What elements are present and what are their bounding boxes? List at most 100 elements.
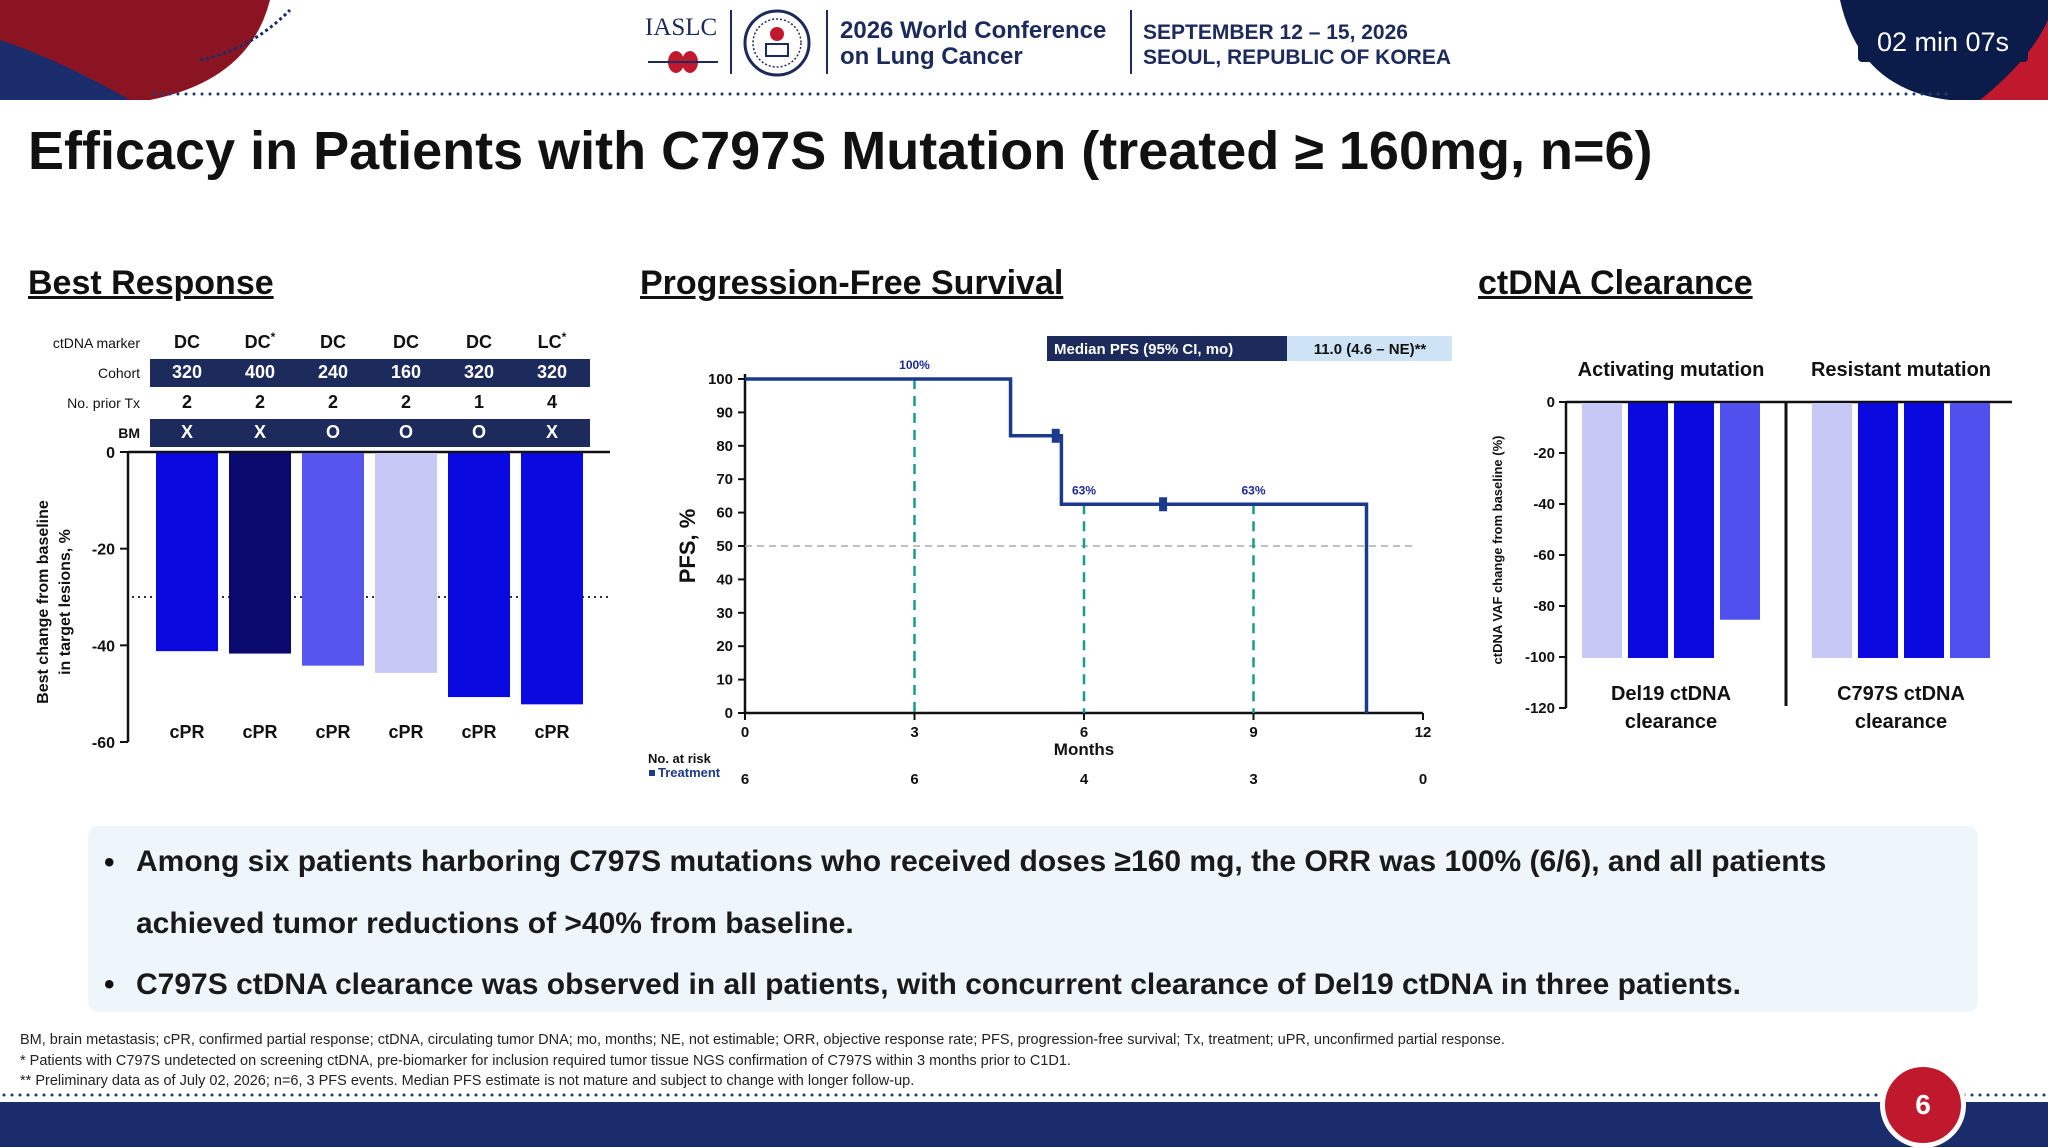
group-label-line2: clearance: [1855, 711, 1947, 733]
header-divider: [1130, 10, 1132, 74]
x-axis-label: Months: [1054, 740, 1114, 759]
table-cell: LC*: [538, 330, 567, 352]
y-tick-label: 30: [716, 605, 733, 622]
table-cell: 1: [474, 392, 484, 412]
table-cell: X: [181, 422, 193, 442]
table-row-label: Cohort: [98, 365, 140, 381]
y-tick-label: 80: [716, 438, 733, 455]
group-header: Resistant mutation: [1811, 359, 1991, 381]
countdown-timer: 02 min 07s: [1858, 22, 2028, 62]
at-risk-count: 6: [741, 771, 749, 788]
response-label: cPR: [315, 722, 350, 742]
landmark-label: 63%: [1072, 483, 1096, 497]
response-bar: [229, 453, 291, 654]
at-risk-count: 0: [1419, 771, 1427, 788]
table-row-band: [150, 419, 590, 447]
summary-bullet-1-line1: Among six patients harboring C797S mutat…: [136, 845, 1827, 878]
y-tick-label: -20: [92, 542, 115, 559]
table-row-label: BM: [118, 425, 140, 441]
at-risk-legend-swatch: [649, 770, 655, 776]
y-tick-label: 0: [106, 445, 115, 462]
x-tick-label: 0: [741, 724, 749, 741]
group-label-line1: Del19 ctDNA: [1611, 683, 1731, 705]
header-bar: [0, 0, 2048, 100]
table-cell: O: [399, 422, 413, 442]
ctdna-chart: 0 -20 -40 -60 -80 -100 -120 ctDNA VAF change fr…: [1490, 359, 2012, 733]
table-cell: X: [254, 422, 266, 442]
y-axis-label: PFS, %: [675, 509, 700, 584]
y-axis-label: Best change from baseline in target lesio…: [35, 500, 74, 704]
y-tick-label: 0: [725, 705, 733, 722]
table-cell: 2: [328, 392, 338, 412]
best-response-chart: ctDNA marker DC DC* DC DC DC LC*Cohort 320 400 24…: [35, 330, 610, 752]
y-tick-label: -60: [92, 735, 115, 752]
y-tick-label: 40: [716, 571, 733, 588]
landmark-label: 100%: [899, 358, 930, 372]
median-label: Median PFS (95% CI, mo): [1054, 341, 1233, 358]
iaslc-logo-text: IASLC: [645, 14, 718, 41]
x-tick-label: 12: [1415, 724, 1432, 741]
landmark-label: 63%: [1241, 483, 1265, 497]
response-bar: [448, 453, 510, 698]
table-cell: 4: [547, 392, 557, 412]
table-cell: 320: [464, 362, 494, 382]
bullet-marker: •: [104, 968, 115, 1001]
y-tick-label: 90: [716, 404, 733, 421]
table-cell: DC: [320, 332, 346, 352]
y-tick-label: 60: [716, 505, 733, 522]
footnote-marker: *: [562, 330, 567, 344]
footnote-double-asterisk: ** Preliminary data as of July 02, 2026;…: [20, 1073, 915, 1089]
x-tick-label: 9: [1249, 724, 1257, 741]
conference-location: SEOUL, REPUBLIC OF KOREA: [1143, 46, 1452, 69]
footnote-abbreviations: BM, brain metastasis; cPR, confirmed par…: [20, 1032, 1505, 1048]
x-tick-label: 3: [910, 724, 918, 741]
response-bar: [375, 453, 437, 673]
summary-bullet-2: C797S ctDNA clearance was observed in al…: [136, 968, 1741, 1001]
clearance-bar: [1858, 403, 1898, 658]
response-bar: [521, 453, 583, 705]
bullet-marker: •: [104, 846, 115, 879]
table-row-band: [150, 359, 590, 387]
decorative-corner-left: [0, 0, 292, 100]
response-bar: [156, 453, 218, 652]
table-cell: O: [326, 422, 340, 442]
table-cell: 400: [245, 362, 275, 382]
table-cell: 160: [391, 362, 421, 382]
censor-mark: [1051, 428, 1060, 443]
median-label-box: [1047, 336, 1287, 361]
footnote-marker: *: [271, 330, 276, 344]
y-tick-label: -20: [1533, 445, 1555, 462]
ctdna-title: ctDNA Clearance: [1478, 264, 1753, 302]
y-tick-label: -100: [1525, 649, 1555, 666]
y-axis-label-line: in target lesions, %: [57, 529, 74, 675]
dotted-divider-top: [150, 92, 1950, 96]
clearance-bar: [1628, 403, 1668, 658]
best-response-title: Best Response: [28, 264, 274, 302]
clearance-bar: [1582, 403, 1622, 658]
y-tick-label: 0: [1547, 394, 1555, 411]
y-tick-label: 10: [716, 672, 733, 689]
table-cell: O: [472, 422, 486, 442]
y-tick-label: -60: [1533, 547, 1555, 564]
table-cell: DC: [466, 332, 492, 352]
summary-bullet-1: Among six patients harboring C797S mutat…: [136, 842, 1966, 944]
conference-date: SEPTEMBER 12 – 15, 2026 SEOUL, REPUBLIC …: [1143, 20, 1463, 70]
at-risk-series-label: Treatment: [658, 765, 721, 780]
group-label-line1: C797S ctDNA: [1837, 683, 1965, 705]
response-bar: [302, 453, 364, 666]
median-value-box: [1287, 336, 1452, 361]
y-tick-label: -40: [92, 638, 115, 655]
response-label: cPR: [169, 722, 204, 742]
table-cell: 2: [255, 392, 265, 412]
clearance-bar: [1950, 403, 1990, 658]
pfs-chart: Median PFS (95% CI, mo) 11.0 (4.6 – NE)**…: [648, 336, 1452, 788]
y-tick-label: -40: [1533, 496, 1555, 513]
y-tick-label: -120: [1525, 700, 1555, 717]
clearance-bar: [1720, 403, 1760, 620]
at-risk-title: No. at risk: [648, 751, 712, 766]
footnote-asterisk: * Patients with C797S undetected on scre…: [20, 1053, 1071, 1069]
km-curve: [745, 377, 1369, 713]
conference-seal-icon: [743, 9, 811, 77]
conference-title: 2026 World Conference on Lung Cancer: [840, 18, 1140, 70]
y-tick-label: 50: [716, 538, 733, 555]
